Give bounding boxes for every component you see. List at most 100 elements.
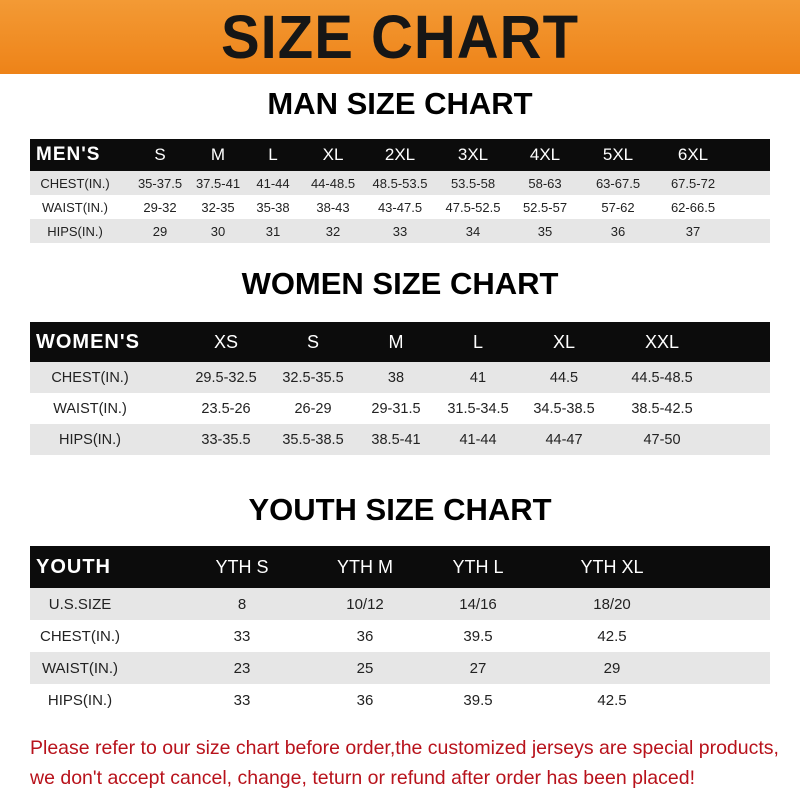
measure-label: HIPS(IN.) <box>58 431 122 448</box>
table-cell: 63-67.5 <box>595 175 641 191</box>
table-cell: 29 <box>603 659 621 677</box>
table-heading: WOMEN'S <box>36 330 140 353</box>
table-cell: 44-47 <box>545 431 583 448</box>
table-cell: 42.5 <box>597 691 627 709</box>
table-cell: 35-38 <box>256 199 290 215</box>
table-row: HIPS(IN.) 33-35.5 35.5-38.5 38.5-41 41-44 44-… <box>30 424 770 455</box>
table-row: U.S.SIZE 8 10/12 14/16 18/20 <box>30 588 770 620</box>
table-cell: 47-50 <box>643 431 681 448</box>
table-row: WAIST(IN.) 23.5-26 26-29 29-31.5 31.5-34.5 34… <box>30 393 770 424</box>
size-label: XXL <box>644 331 680 352</box>
table-cell: 58-63 <box>528 175 562 191</box>
table-cell: 29.5-32.5 <box>195 369 257 386</box>
table-cell: 29-31.5 <box>371 400 421 417</box>
table-cell: 30 <box>210 223 226 239</box>
table-cell: 35-37.5 <box>137 175 183 191</box>
table-cell: 44.5 <box>549 369 579 386</box>
size-label: S <box>154 145 166 164</box>
banner: SIZE CHART <box>0 0 800 74</box>
youth-title: YOUTH SIZE CHART <box>248 492 552 527</box>
table-row: WAIST(IN.) 29-32 32-35 35-38 38-43 43-47.5 47.… <box>30 195 770 219</box>
women-title: WOMEN SIZE CHART <box>241 266 559 301</box>
size-label: YTH M <box>337 556 393 577</box>
table-cell: 18/20 <box>593 595 631 613</box>
measure-label: HIPS(IN.) <box>47 691 113 709</box>
men-size-table: MEN'S S M L XL 2XL 3XL 4XL 5XL 6XL CHEST(IN.) 35-37… <box>30 139 770 243</box>
size-label: YTH XL <box>580 556 644 577</box>
header-row: MEN'S S M L XL 2XL 3XL 4XL 5XL 6XL <box>30 139 770 171</box>
header-row: WOMEN'S XS S M L XL XXL <box>30 322 770 362</box>
size-label: YTH L <box>452 556 504 577</box>
table-cell: 25 <box>356 659 374 677</box>
table-cell: 29 <box>152 223 168 239</box>
measure-label: WAIST(IN.) <box>42 199 108 215</box>
table-cell: 42.5 <box>597 627 627 645</box>
size-label: L <box>472 331 484 352</box>
measure-label: WAIST(IN.) <box>53 400 127 417</box>
table-cell: 43-47.5 <box>377 199 423 215</box>
table-cell: 38 <box>387 369 405 386</box>
table-cell: 48.5-53.5 <box>372 175 428 191</box>
table-cell: 52.5-57 <box>522 199 568 215</box>
table-cell: 36 <box>356 691 374 709</box>
table-cell: 23.5-26 <box>201 400 251 417</box>
table-cell: 67.5-72 <box>670 175 716 191</box>
table-cell: 29-32 <box>143 199 177 215</box>
table-cell: 41-44 <box>459 431 497 448</box>
table-cell: 37 <box>685 223 701 239</box>
size-label: 4XL <box>529 145 561 164</box>
table-cell: 37.5-41 <box>195 175 241 191</box>
size-label: XL <box>322 145 344 164</box>
table-cell: 36 <box>356 627 374 645</box>
table-cell: 39.5 <box>463 691 493 709</box>
table-cell: 38.5-41 <box>371 431 421 448</box>
table-cell: 31.5-34.5 <box>447 400 509 417</box>
table-cell: 38-43 <box>316 199 350 215</box>
table-cell: 53.5-58 <box>450 175 496 191</box>
table-row: HIPS(IN.) 33 36 39.5 42.5 <box>30 684 770 716</box>
table-heading: YOUTH <box>36 555 111 578</box>
table-cell: 33-35.5 <box>201 431 251 448</box>
table-cell: 44-48.5 <box>310 175 356 191</box>
table-cell: 47.5-52.5 <box>445 199 501 215</box>
table-cell: 33 <box>233 627 251 645</box>
table-cell: 23 <box>233 659 251 677</box>
measure-label: CHEST(IN.) <box>40 175 110 191</box>
table-row: CHEST(IN.) 29.5-32.5 32.5-35.5 38 41 44.5 44.5… <box>30 362 770 393</box>
table-cell: 41-44 <box>256 175 290 191</box>
table-cell: 33 <box>392 223 408 239</box>
size-label: M <box>388 331 404 352</box>
men-title: MAN SIZE CHART <box>267 86 533 121</box>
table-row: CHEST(IN.) 35-37.5 37.5-41 41-44 44-48.5 48.5… <box>30 171 770 195</box>
table-row: CHEST(IN.) 33 36 39.5 42.5 <box>30 620 770 652</box>
size-label: 5XL <box>602 145 634 164</box>
size-label: L <box>268 145 278 164</box>
table-cell: 26-29 <box>294 400 332 417</box>
youth-size-table: YOUTH YTH S YTH M YTH L YTH XL U.S.SIZE 8 10/12… <box>30 546 770 716</box>
table-cell: 27 <box>469 659 487 677</box>
table-cell: 35.5-38.5 <box>282 431 344 448</box>
table-cell: 34 <box>465 223 481 239</box>
table-cell: 44.5-48.5 <box>631 369 693 386</box>
table-cell: 14/16 <box>459 595 497 613</box>
header-row: YOUTH YTH S YTH M YTH L YTH XL <box>30 546 770 588</box>
table-cell: 8 <box>237 595 247 613</box>
table-cell: 36 <box>610 223 626 239</box>
table-cell: 31 <box>265 223 281 239</box>
size-label: S <box>306 331 320 352</box>
table-cell: 32.5-35.5 <box>282 369 344 386</box>
banner-title: SIZE CHART <box>221 2 579 72</box>
table-cell: 33 <box>233 691 251 709</box>
notice-line-1: Please refer to our size chart before or… <box>30 737 779 759</box>
table-cell: 62-66.5 <box>670 199 716 215</box>
size-label: 6XL <box>677 145 709 164</box>
table-cell: 39.5 <box>463 627 493 645</box>
table-cell: 34.5-38.5 <box>533 400 595 417</box>
table-cell: 57-62 <box>601 199 635 215</box>
table-cell: 35 <box>537 223 553 239</box>
table-heading: MEN'S <box>36 144 101 165</box>
measure-label: HIPS(IN.) <box>47 223 103 239</box>
women-size-table: WOMEN'S XS S M L XL XXL CHEST(IN.) 29.5-32.5 32.5… <box>30 322 770 455</box>
measure-label: CHEST(IN.) <box>51 369 129 386</box>
size-label: XS <box>213 331 239 352</box>
